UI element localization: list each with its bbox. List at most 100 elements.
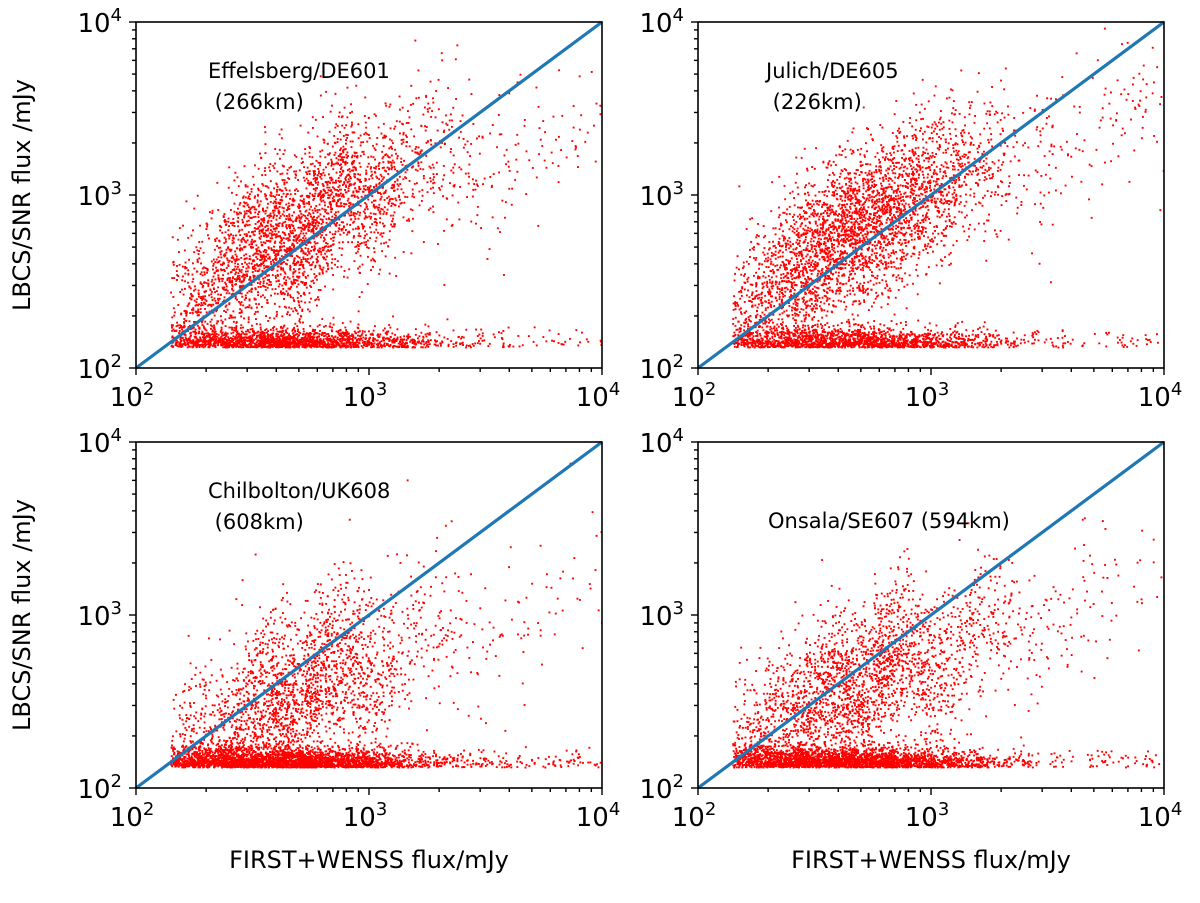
data-point xyxy=(340,254,343,257)
data-point xyxy=(258,343,261,345)
data-point xyxy=(227,217,230,220)
data-point xyxy=(373,231,376,234)
data-point xyxy=(173,277,176,279)
data-point xyxy=(306,338,309,341)
data-point xyxy=(353,166,356,168)
data-point xyxy=(340,265,343,268)
data-point xyxy=(289,264,292,267)
data-point xyxy=(220,344,223,347)
data-point xyxy=(302,328,305,330)
data-point xyxy=(334,151,337,154)
data-point xyxy=(281,327,284,330)
data-point xyxy=(288,213,291,216)
data-point xyxy=(329,231,331,234)
data-point xyxy=(861,346,863,349)
data-point xyxy=(307,131,310,134)
data-point xyxy=(375,175,378,178)
data-point xyxy=(279,330,282,333)
data-point xyxy=(182,339,185,341)
data-point xyxy=(373,113,376,116)
data-point xyxy=(317,296,319,299)
data-point xyxy=(443,336,446,339)
data-point xyxy=(276,341,279,344)
data-point xyxy=(345,176,347,179)
data-point xyxy=(312,212,315,214)
data-point xyxy=(198,303,200,306)
data-point xyxy=(383,339,385,342)
data-point xyxy=(358,187,361,190)
data-point xyxy=(263,126,266,128)
data-point xyxy=(281,172,284,175)
data-point xyxy=(274,250,277,252)
data-point xyxy=(338,194,341,197)
data-point xyxy=(215,338,218,341)
data-point xyxy=(335,214,337,217)
data-point xyxy=(439,188,442,191)
data-point xyxy=(315,178,318,181)
data-point xyxy=(564,340,567,343)
data-point xyxy=(224,231,227,234)
data-point xyxy=(207,343,210,346)
data-point xyxy=(426,344,428,347)
data-point xyxy=(195,346,198,349)
data-point xyxy=(279,157,281,160)
data-point xyxy=(300,226,303,229)
data-point xyxy=(182,343,185,346)
data-point xyxy=(505,148,508,151)
data-point xyxy=(332,195,335,198)
data-point xyxy=(240,324,243,327)
data-point xyxy=(459,342,462,345)
data-point xyxy=(322,343,325,346)
data-point xyxy=(369,226,371,229)
data-point xyxy=(424,323,427,326)
data-point xyxy=(269,214,272,217)
data-point xyxy=(238,274,241,277)
data-point xyxy=(343,156,346,159)
data-point xyxy=(262,338,265,341)
data-point xyxy=(357,245,360,247)
data-point xyxy=(542,120,545,122)
data-point xyxy=(270,192,273,195)
data-point xyxy=(333,181,336,184)
data-point xyxy=(191,327,194,330)
data-point xyxy=(243,245,246,248)
data-point xyxy=(392,315,394,318)
data-point xyxy=(389,103,392,106)
data-point xyxy=(414,148,417,150)
data-point xyxy=(304,247,307,250)
data-point xyxy=(230,332,233,335)
data-point xyxy=(254,223,257,225)
data-point xyxy=(428,165,431,168)
data-point xyxy=(331,345,334,348)
data-point xyxy=(207,334,210,337)
data-point xyxy=(256,263,258,266)
data-point xyxy=(332,243,335,246)
data-point xyxy=(190,292,192,295)
data-point xyxy=(378,203,381,206)
data-point xyxy=(179,291,182,293)
data-point xyxy=(247,265,250,268)
data-point xyxy=(298,205,301,207)
data-point xyxy=(348,341,351,344)
data-point xyxy=(247,316,250,319)
data-point xyxy=(207,345,210,348)
data-point xyxy=(210,296,213,299)
data-point xyxy=(190,334,192,337)
data-point xyxy=(214,330,217,333)
data-point xyxy=(219,253,222,256)
data-point xyxy=(257,246,260,249)
data-point xyxy=(291,328,294,331)
data-point xyxy=(308,212,310,215)
data-point xyxy=(275,280,278,283)
data-point xyxy=(283,298,285,300)
data-point xyxy=(288,288,291,291)
data-point xyxy=(400,344,403,347)
data-point xyxy=(217,246,220,249)
data-point xyxy=(211,333,214,336)
data-point xyxy=(393,337,396,340)
data-point xyxy=(213,297,216,300)
data-point xyxy=(307,340,310,343)
data-point xyxy=(263,342,266,345)
data-point xyxy=(296,275,298,278)
data-point xyxy=(269,163,272,165)
